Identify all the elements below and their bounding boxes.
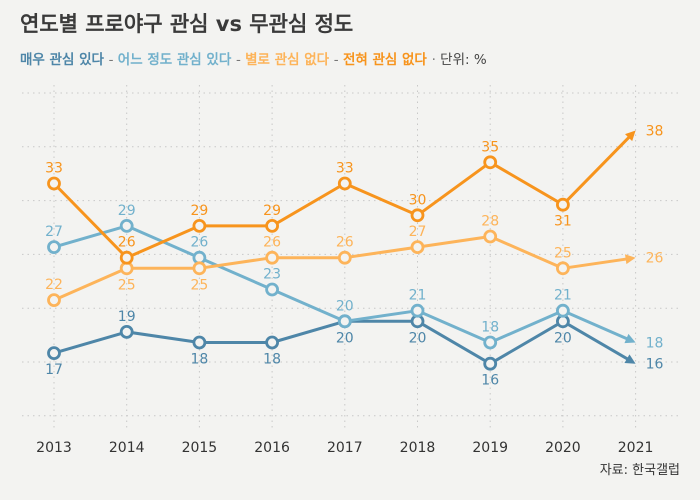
series-arrowhead-1 (624, 333, 636, 344)
legend-separator: · (431, 52, 441, 68)
data-label-1: 26 (190, 235, 208, 251)
data-label-0: 16 (646, 357, 664, 373)
source-note: 자료: 한국갤럽 (599, 463, 680, 478)
data-point-2 (483, 229, 498, 244)
series-arrowhead-2 (624, 254, 636, 265)
data-point-1 (119, 218, 134, 233)
data-point-2 (337, 250, 352, 265)
data-point-2 (265, 250, 280, 265)
data-label-1: 23 (263, 267, 281, 283)
data-point-1 (483, 335, 498, 350)
data-label-0: 20 (336, 330, 354, 346)
data-point-1 (47, 240, 61, 255)
data-label-2: 27 (409, 224, 427, 240)
data-label-3: 29 (190, 203, 208, 219)
data-point-1 (556, 303, 570, 318)
data-point-0 (119, 324, 134, 339)
unit-label: 단위: % (440, 52, 487, 68)
data-point-3 (265, 218, 280, 233)
x-tick-label: 2013 (36, 440, 72, 456)
data-label-1: 18 (646, 336, 664, 352)
series-arrowhead-3 (625, 130, 636, 142)
data-point-1 (410, 303, 425, 318)
data-label-1: 20 (336, 298, 354, 314)
chart-title: 연도별 프로야구 관심 vs 무관심 정도 (20, 12, 354, 36)
data-label-3: 26 (118, 235, 136, 251)
data-label-1: 21 (409, 288, 427, 304)
data-label-0: 18 (263, 352, 281, 368)
data-point-3 (47, 176, 61, 191)
legend-separator: - (108, 52, 118, 68)
data-label-2: 22 (45, 277, 63, 293)
data-point-2 (410, 240, 425, 255)
x-tick-label: 2018 (400, 440, 436, 456)
data-label-3: 38 (646, 124, 664, 140)
data-point-0 (192, 335, 207, 350)
data-point-0 (265, 335, 280, 350)
x-tick-label: 2014 (109, 440, 145, 456)
legend-item-series-3: 전혀 관심 없다 (342, 52, 427, 68)
data-label-0: 18 (190, 352, 208, 368)
data-label-3: 30 (409, 192, 427, 208)
data-label-0: 20 (554, 330, 572, 346)
data-point-2 (47, 293, 61, 308)
data-label-3: 33 (45, 161, 63, 177)
data-label-1: 29 (118, 203, 136, 219)
data-point-3 (483, 155, 498, 170)
legend-separator: - (235, 52, 246, 68)
data-label-1: 27 (45, 224, 63, 240)
legend-item-series-1: 어느 정도 관심 있다 (117, 52, 232, 68)
legend: 매우 관심 있다 - 어느 정도 관심 있다 - 별로 관심 없다 - 전혀 관… (20, 48, 487, 68)
legend-item-series-0: 매우 관심 있다 (20, 52, 104, 68)
data-label-3: 35 (481, 139, 499, 155)
series-arrowhead-0 (624, 354, 636, 364)
x-tick-label: 2021 (618, 440, 654, 456)
data-label-0: 19 (118, 309, 136, 325)
data-label-0: 16 (481, 373, 499, 389)
data-point-1 (337, 314, 352, 329)
x-tick-label: 2015 (182, 440, 218, 456)
data-point-0 (483, 356, 498, 371)
data-label-2: 28 (481, 214, 499, 230)
data-label-3: 33 (336, 161, 354, 177)
data-label-3: 31 (554, 214, 572, 230)
data-label-2: 26 (263, 235, 281, 251)
data-label-2: 25 (118, 277, 136, 293)
data-label-0: 17 (45, 362, 63, 378)
x-tick-label: 2020 (545, 440, 581, 456)
data-point-3 (410, 208, 425, 223)
x-tick-label: 2016 (254, 440, 290, 456)
legend-item-series-2: 별로 관심 없다 (245, 52, 330, 68)
x-tick-label: 2019 (472, 440, 508, 456)
data-point-3 (119, 250, 134, 265)
data-label-2: 25 (190, 277, 208, 293)
x-tick-label: 2017 (327, 440, 363, 456)
data-label-2: 25 (554, 245, 572, 261)
data-label-2: 26 (336, 235, 354, 251)
data-point-1 (265, 282, 280, 297)
data-label-1: 21 (554, 288, 572, 304)
data-point-3 (192, 218, 207, 233)
data-point-3 (337, 176, 352, 191)
data-point-3 (556, 197, 570, 212)
data-label-0: 20 (409, 330, 427, 346)
data-point-2 (192, 261, 207, 276)
data-label-3: 29 (263, 203, 281, 219)
data-label-2: 26 (646, 251, 664, 267)
legend-separator: - (333, 52, 343, 68)
data-label-1: 18 (481, 320, 499, 336)
data-point-0 (47, 346, 61, 361)
data-point-2 (556, 261, 570, 276)
